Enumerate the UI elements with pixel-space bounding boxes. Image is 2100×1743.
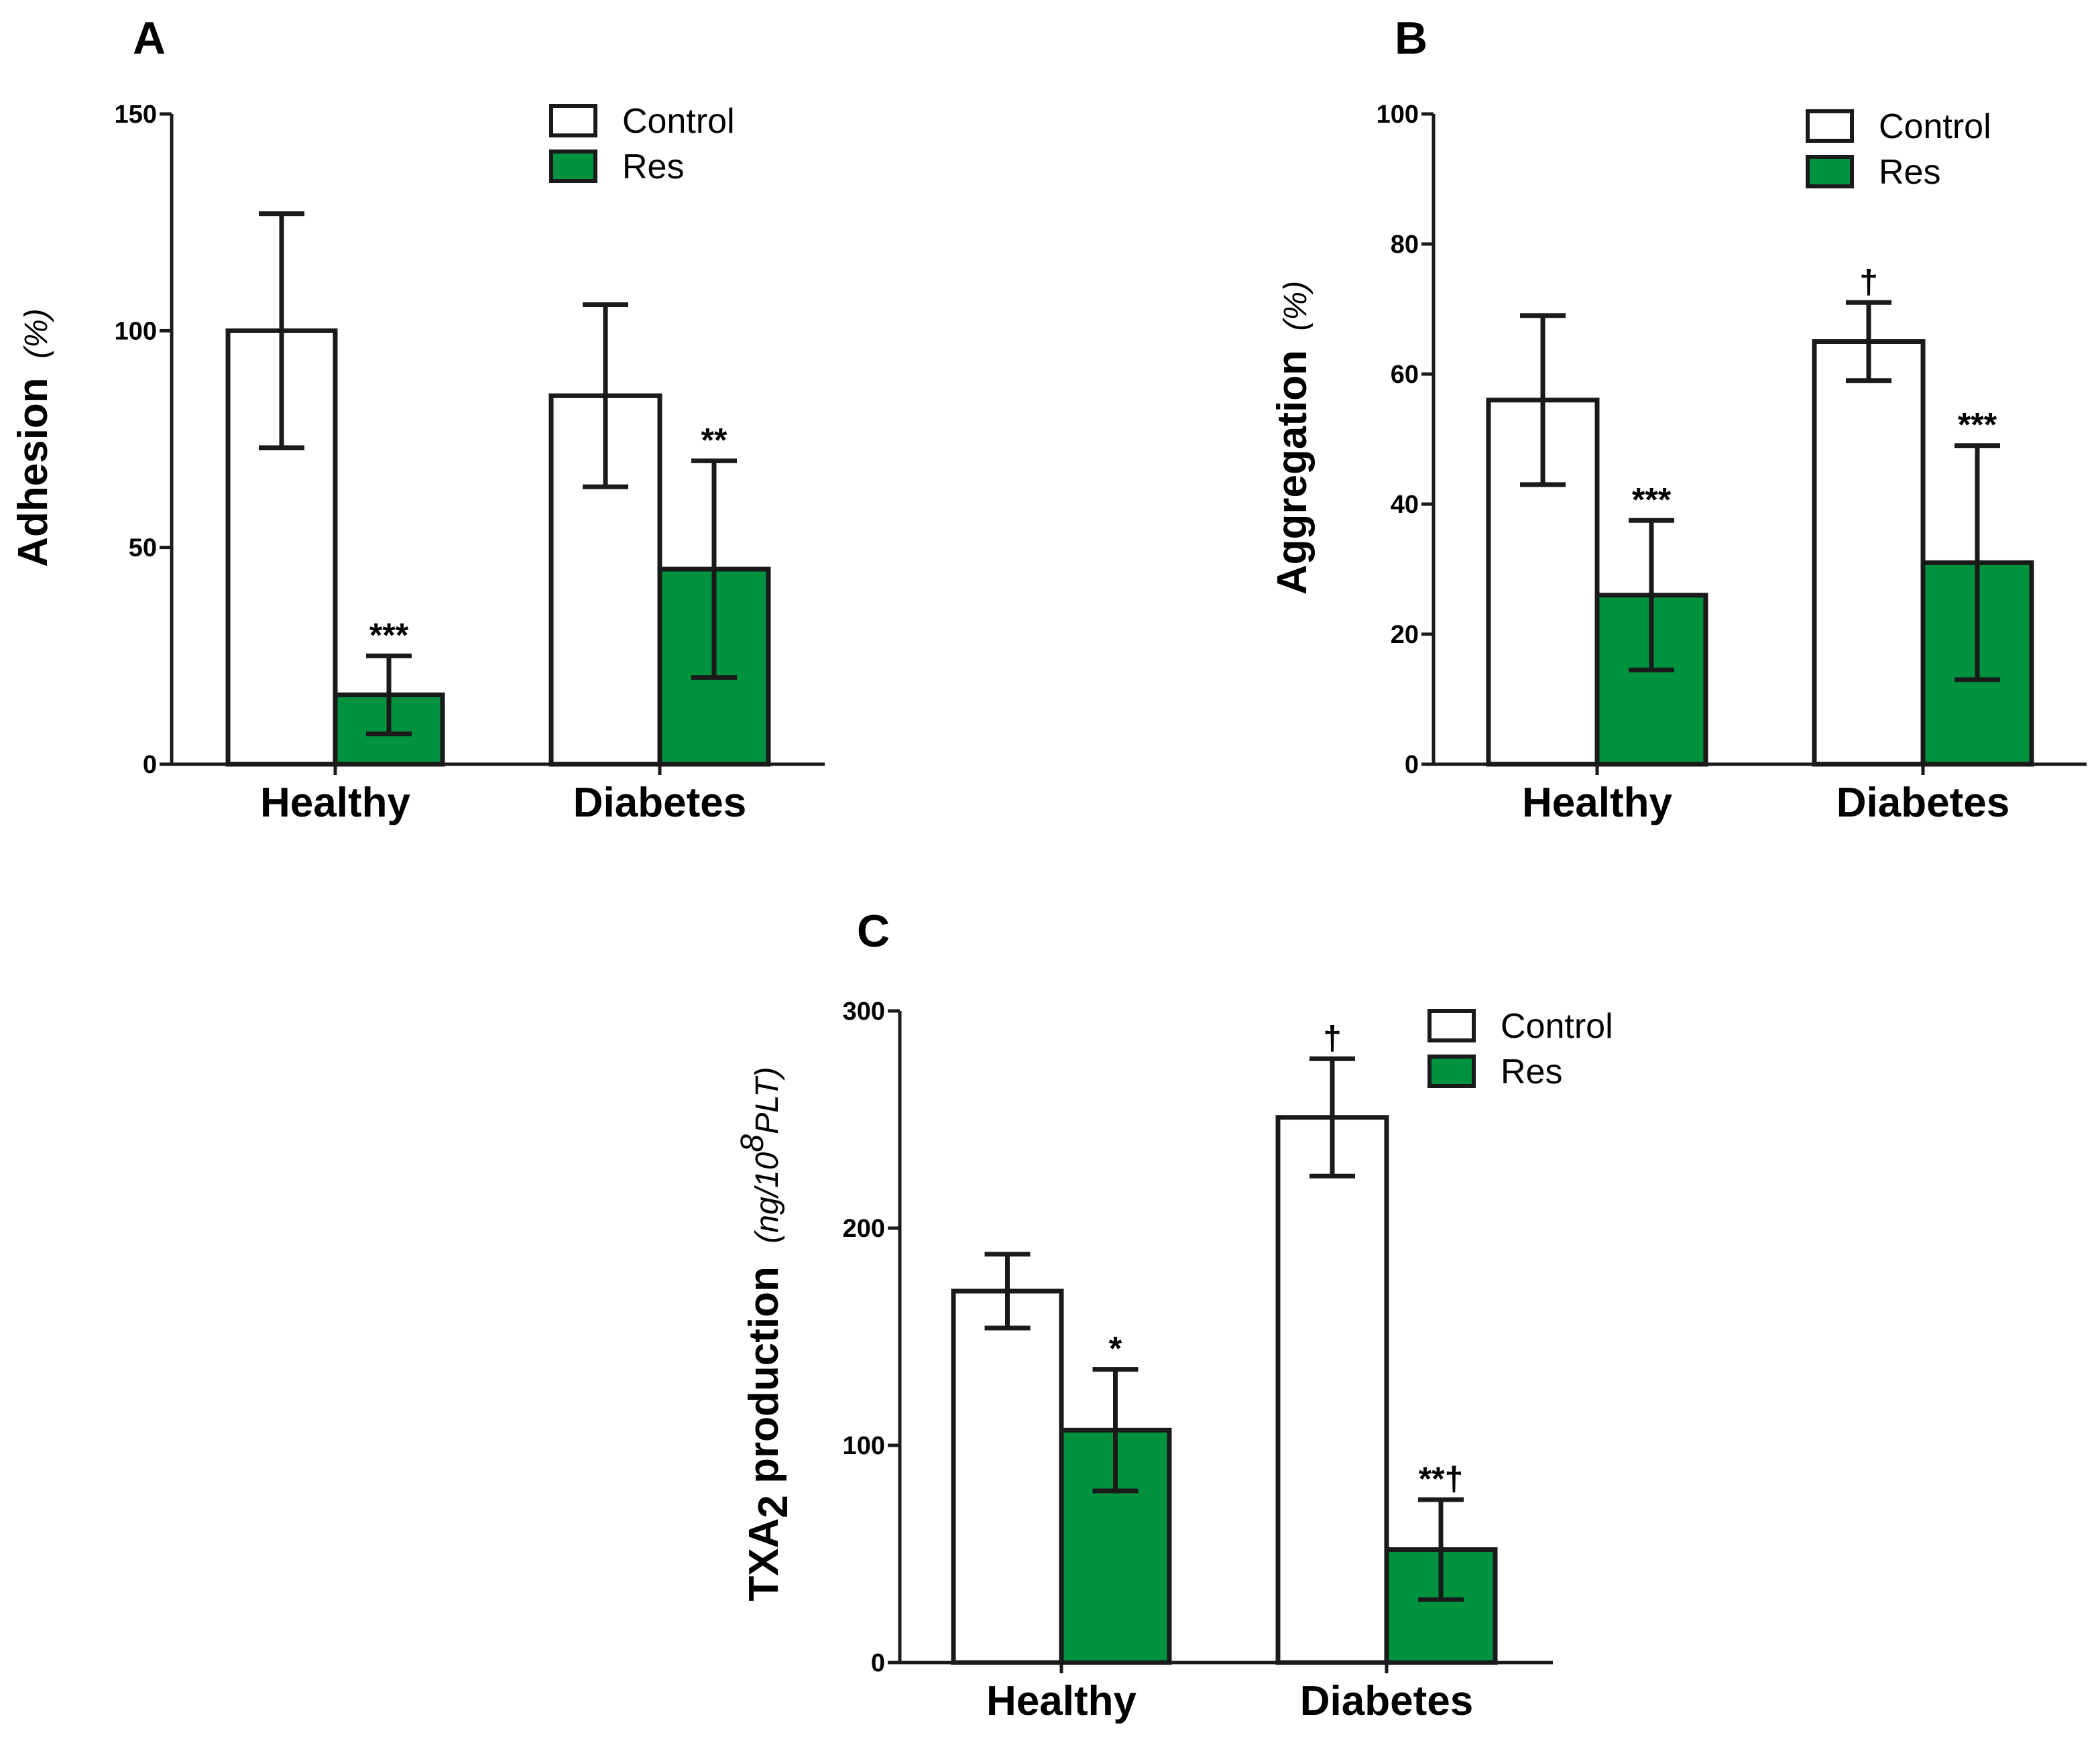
legend: Control Res — [549, 102, 735, 186]
error-bar — [1092, 1367, 1139, 1494]
y-tick-label: 0 — [1405, 751, 1419, 779]
y-axis-unit: (%) — [19, 308, 54, 359]
panel-b: B Aggregation (%) *** Healthy † *** Diabetes… — [1269, 13, 2087, 826]
error-bar — [1955, 443, 2000, 682]
y-tick-label: 20 — [1391, 621, 1419, 649]
error-bar — [1418, 1497, 1464, 1602]
legend-label-res: Res — [1879, 153, 1940, 192]
y-axis-title-sub: 2 — [750, 1495, 797, 1518]
x-tick-label: Healthy — [1522, 780, 1672, 826]
error-bar — [691, 458, 737, 680]
y-tick-label: 200 — [843, 1215, 885, 1243]
legend-label-res: Res — [1501, 1053, 1562, 1091]
y-axis-unit: (%) — [1278, 281, 1314, 331]
legend-label-control: Control — [1501, 1007, 1613, 1046]
panel-a: A Adhesion (%) *** Healthy ** Diabetes 0 50 10… — [10, 13, 825, 826]
y-tick-label: 100 — [1377, 101, 1419, 129]
significance-marker: **† — [1419, 1460, 1464, 1498]
y-tick-label: 300 — [843, 998, 885, 1026]
significance-marker: * — [1109, 1330, 1122, 1368]
legend-label-control: Control — [1879, 107, 1991, 146]
y-tick-label: 80 — [1391, 231, 1419, 259]
svg-text:Adhesion (%): Adhesion (%) — [10, 308, 56, 567]
error-bar — [259, 211, 304, 450]
y-tick-label: 40 — [1391, 491, 1419, 519]
panel-letter: C — [857, 906, 890, 957]
significance-marker: *** — [1958, 406, 1997, 444]
bar-control-healthy — [951, 1288, 1064, 1665]
error-bar — [366, 653, 412, 737]
error-bar — [1846, 300, 1891, 383]
y-axis-label: Aggregation (%) — [1269, 281, 1316, 595]
legend-label-res: Res — [622, 147, 684, 186]
y-axis-title-post: production — [741, 1266, 787, 1495]
y-axis-unit-sup: 8 — [735, 1134, 770, 1152]
y-axis-unit-post: PLT) — [750, 1067, 785, 1134]
legend: Control Res — [1427, 1007, 1613, 1091]
svg-text:Aggregation (%): Aggregation (%) — [1269, 281, 1316, 595]
significance-marker: † — [1859, 263, 1878, 300]
error-bar — [1520, 313, 1566, 487]
plot-area: * Healthy † **† Diabetes 0 100 200 300 — [843, 998, 1553, 1724]
plot-area: *** Healthy † *** Diabetes 0 20 40 60 80 100 — [1377, 101, 2087, 826]
x-tick-label: Healthy — [260, 780, 410, 826]
y-axis-title: Adhesion — [10, 377, 56, 566]
significance-marker: *** — [369, 616, 409, 654]
panel-c: C TXA2 production (ng/108PLT) *Healthy†*… — [735, 906, 1613, 1724]
legend-label-control: Control — [622, 102, 735, 141]
y-axis-title-pre: TXA — [741, 1518, 787, 1602]
y-tick-label: 60 — [1391, 361, 1419, 389]
y-tick-label: 100 — [115, 317, 157, 345]
legend: Control Res — [1806, 107, 1991, 192]
bar-control-diabetes — [1275, 1115, 1389, 1665]
bar-control-diabetes — [1812, 339, 1926, 767]
legend-swatch-control — [1806, 109, 1854, 143]
error-bar — [1309, 1056, 1355, 1179]
significance-marker: † — [1323, 1019, 1342, 1057]
legend-swatch-control — [1427, 1009, 1476, 1042]
error-bar — [984, 1252, 1031, 1331]
x-tick-label: Diabetes — [1300, 1678, 1473, 1724]
legend-swatch-res — [549, 149, 597, 183]
legend-swatch-res — [1427, 1055, 1476, 1088]
y-axis-label: Adhesion (%) — [10, 308, 56, 567]
y-tick-label: 0 — [871, 1649, 885, 1677]
panel-letter: A — [133, 13, 166, 64]
panel-letter: B — [1395, 13, 1427, 64]
bar-control-healthy — [1486, 398, 1600, 767]
plot-area: *** Healthy ** Diabetes 0 50 100 150 — [115, 101, 825, 826]
y-axis-unit-pre: (ng/10 — [750, 1152, 785, 1243]
y-tick-label: 150 — [115, 101, 157, 129]
error-bar — [583, 302, 628, 489]
significance-marker: ** — [701, 421, 727, 459]
y-axis-title: Aggregation — [1269, 350, 1316, 595]
y-tick-label: 100 — [843, 1432, 885, 1460]
x-tick-label: Diabetes — [573, 780, 746, 826]
x-tick-label: Healthy — [986, 1678, 1136, 1724]
legend-swatch-res — [1806, 155, 1854, 188]
y-axis-label: TXA2 production (ng/108PLT) — [735, 1067, 797, 1601]
y-tick-label: 50 — [129, 534, 157, 562]
significance-marker: *** — [1632, 481, 1672, 518]
legend-swatch-control — [549, 104, 597, 137]
y-tick-label: 0 — [143, 751, 157, 779]
x-tick-label: Diabetes — [1836, 780, 2009, 826]
svg-text:TXA2 production (ng/10: TXA2 production (ng/108PLT) — [735, 1067, 797, 1601]
error-bar — [1629, 518, 1674, 672]
